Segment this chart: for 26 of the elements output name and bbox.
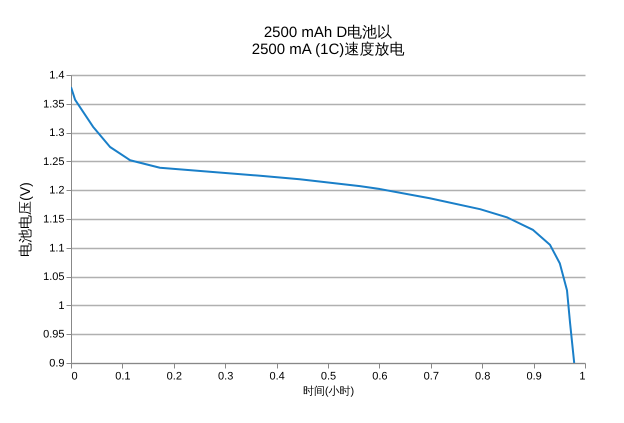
x-tick-label: 0.7	[424, 370, 439, 382]
chart-title: 2500 mAh D电池以 2500 mA (1C)速度放电	[252, 24, 404, 58]
x-tick-label: 1	[579, 370, 586, 382]
y-tick-label: 0.9	[49, 358, 64, 370]
y-axis-title: 电池电压(V)	[17, 182, 34, 257]
x-tick-label: 0.2	[166, 370, 182, 382]
x-tick-label: 0.1	[115, 370, 131, 382]
y-tick-label: 1.15	[43, 214, 64, 226]
y-tick-label: 1.25	[43, 156, 64, 168]
y-tick-label: 1.3	[49, 127, 64, 140]
y-tick-label: 1	[58, 300, 64, 312]
x-tick-label: 0.8	[475, 370, 490, 382]
y-tick-label: 1.1	[49, 242, 64, 254]
x-tick-label: 0.4	[269, 370, 285, 382]
y-tick-label: 1.05	[43, 271, 64, 284]
x-tick-label: 0.9	[526, 370, 542, 382]
y-tick-label: 0.95	[43, 328, 64, 341]
x-tick-label: 0.3	[218, 370, 234, 382]
y-tick-label: 1.4	[49, 70, 64, 82]
x-tick-label: 0	[72, 370, 78, 382]
x-tick-label: 0.5	[320, 370, 336, 382]
y-tick-label: 1.2	[49, 184, 64, 197]
x-axis-title: 时间(小时)	[302, 384, 354, 398]
x-tick-label: 0.6	[372, 370, 388, 382]
line-series	[71, 86, 576, 363]
y-tick-label: 1.35	[43, 98, 64, 110]
